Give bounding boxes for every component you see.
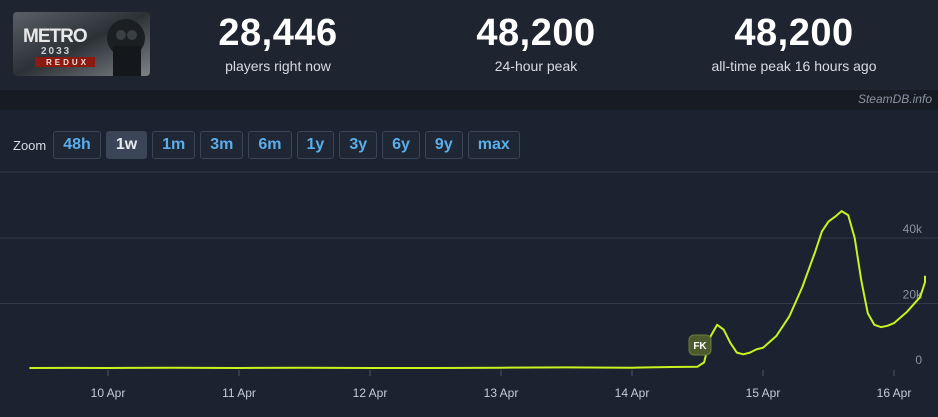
x-tick-label: 12 Apr (353, 386, 388, 400)
24h-peak-stat: 48,200 24-hour peak (436, 12, 636, 74)
source-strip: SteamDB.info (0, 90, 938, 110)
zoom-button-1y[interactable]: 1y (296, 131, 335, 159)
source-label[interactable]: SteamDB.info (857, 92, 932, 106)
x-tick-label: 16 Apr (877, 386, 912, 400)
game-capsule-image[interactable]: METRO 2033 REDUX (13, 12, 150, 76)
y-tick-label: 40k (903, 222, 923, 236)
chart-panel: Zoom 48h 1w 1m 3m 6m 1y 3y 6y 9y max (0, 110, 938, 417)
zoom-button-max[interactable]: max (467, 131, 520, 159)
all-time-peak-stat: 48,200 all-time peak 16 hours ago (679, 12, 909, 74)
player-count-line (29, 210, 926, 369)
zoom-button-48h[interactable]: 48h (53, 131, 101, 159)
zoom-button-3y[interactable]: 3y (339, 131, 378, 159)
zoom-button-3m[interactable]: 3m (200, 131, 244, 159)
capsule-tag: REDUX (46, 58, 89, 67)
zoom-button-6y[interactable]: 6y (382, 131, 420, 159)
24h-peak-label: 24-hour peak (494, 58, 578, 74)
event-marker (688, 334, 712, 356)
x-tick-label: 11 Apr (222, 386, 256, 400)
x-tick-label: 15 Apr (746, 386, 781, 400)
x-tick-label: 14 Apr (615, 386, 650, 400)
current-players-label: players right now (225, 58, 331, 74)
x-tick-label: 10 Apr (91, 386, 126, 400)
capsule-title: METRO (23, 26, 87, 47)
zoom-button-1m[interactable]: 1m (152, 131, 196, 159)
zoom-controls: Zoom 48h 1w 1m 3m 6m 1y 3y 6y 9y max (13, 131, 525, 159)
all-time-peak-value: 48,200 (734, 12, 854, 54)
current-players-value: 28,446 (218, 12, 338, 54)
current-players-stat: 28,446 players right now (178, 12, 378, 74)
zoom-label: Zoom (13, 137, 47, 153)
zoom-button-9y[interactable]: 9y (424, 131, 463, 159)
24h-peak-value: 48,200 (476, 12, 596, 54)
game-capsule-art: METRO 2033 REDUX (13, 12, 150, 76)
zoom-button-6m[interactable]: 6m (248, 131, 292, 159)
event-marker-label: FK (693, 341, 707, 352)
all-time-peak-label: all-time peak 16 hours ago (711, 58, 877, 74)
y-tick-label: 0 (915, 353, 922, 367)
zoom-button-1w[interactable]: 1w (105, 131, 148, 159)
x-tick-label: 13 Apr (484, 386, 519, 400)
capsule-subtitle: 2033 (41, 46, 71, 57)
stats-header: METRO 2033 REDUX 28,446 players right no… (0, 0, 938, 90)
